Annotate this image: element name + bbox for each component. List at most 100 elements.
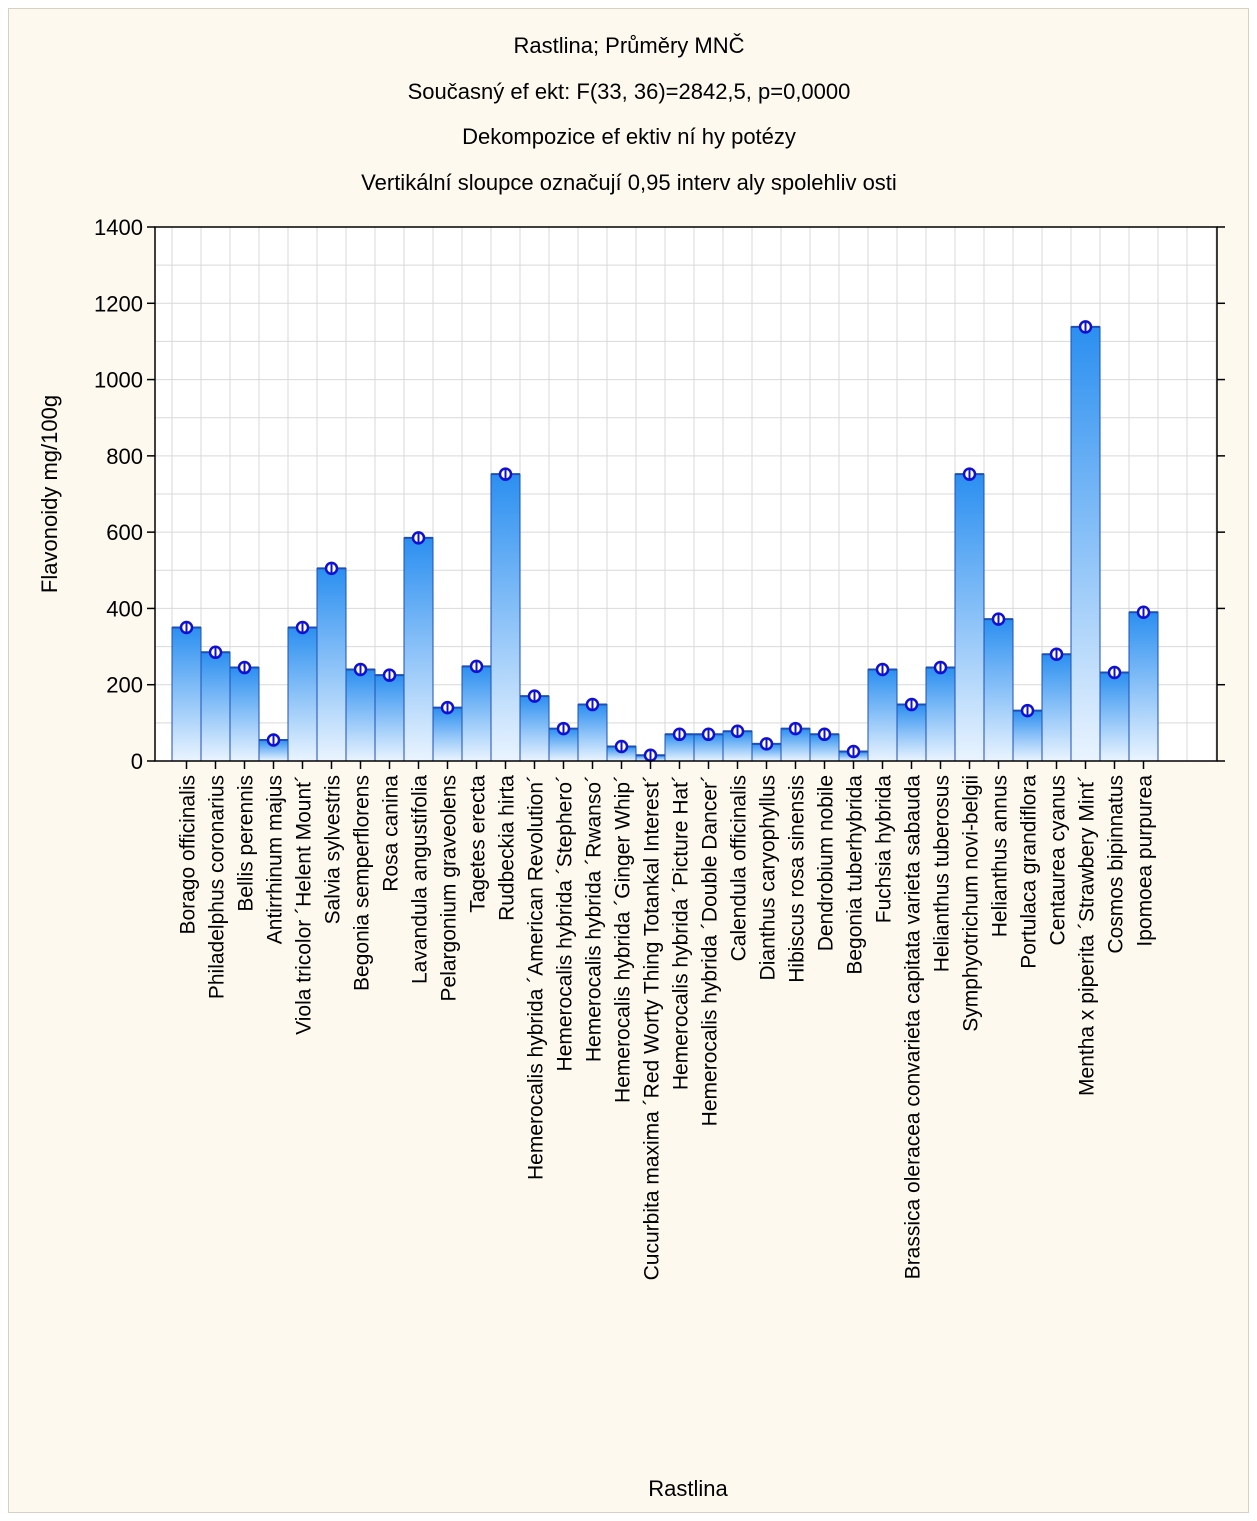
y-tick-label: 0: [131, 749, 143, 774]
x-category-label: Cosmos bipinnatus: [1105, 775, 1128, 954]
chart-title-line-2: Současný ef ekt: F(33, 36)=2842,5, p=0,0…: [408, 79, 851, 104]
mean-marker: [933, 660, 948, 675]
x-category-label: Cucurbita maxima ´Red Worty Thing Totank…: [641, 775, 664, 1280]
mean-marker: [1136, 605, 1151, 619]
x-category-label: Symphyotrichum novi-belgii: [960, 775, 983, 1032]
bar: [490, 473, 521, 762]
x-category-label: Rosa canina: [380, 775, 403, 892]
x-category-label: Helianthus tuberosus: [931, 775, 954, 972]
x-category-label: Tagetes erecta: [467, 775, 490, 913]
bar: [1012, 710, 1043, 762]
bar: [403, 537, 434, 762]
x-category-label: Philadelphus coronarius: [206, 775, 229, 999]
bar: [983, 618, 1014, 762]
mean-marker: [1020, 703, 1035, 718]
mean-marker: [614, 739, 629, 754]
x-category-label: Hemerocalis hybrida ´Ginger Whip´: [612, 775, 635, 1103]
x-category-label: Salvia sylvestris: [322, 775, 345, 924]
x-category-label: Hemerocalis hybrida ´Stephero´: [554, 775, 577, 1071]
mean-marker: [382, 668, 397, 682]
y-tick-label: 1200: [94, 291, 143, 316]
chart-title-line-3: Dekompozice ef ektiv ní hy potézy: [462, 124, 796, 149]
x-category-label: Hibiscus rosa sinensis: [786, 775, 809, 983]
x-category-label: Brassica oleracea convarieta capitata va…: [902, 775, 925, 1280]
x-category-label: Viola tricolor ´Helent Mount´: [293, 775, 316, 1035]
y-tick-label: 200: [106, 673, 143, 698]
bar: [1070, 326, 1101, 762]
bar: [374, 674, 405, 762]
mean-marker: [527, 689, 542, 703]
mean-marker: [904, 697, 919, 712]
bar: [461, 665, 492, 762]
mean-marker: [237, 660, 252, 675]
mean-marker: [788, 721, 803, 736]
x-category-label: Bellis perennis: [235, 775, 258, 912]
mean-marker: [208, 645, 223, 660]
x-category-label: Lavandula angustifolia: [409, 775, 432, 984]
mean-marker: [556, 721, 571, 736]
x-category-label: Hemerocalis hybrida ´American Revolution…: [525, 775, 548, 1180]
bar: [229, 667, 260, 762]
mean-marker: [353, 662, 368, 677]
x-category-label: Dendrobium nobile: [815, 775, 838, 951]
x-category-label: Dianthus caryophyllus: [757, 775, 780, 980]
x-category-label: Begonia semperflorens: [351, 775, 374, 991]
mean-marker: [498, 467, 513, 481]
mean-marker: [701, 727, 716, 742]
bar: [345, 668, 376, 762]
bar: [1041, 653, 1072, 762]
mean-marker: [1049, 647, 1064, 661]
x-category-label: Pelargonium graveolens: [438, 775, 461, 1001]
x-category-label: Hemerocalis hybrida ´Picture Hat´: [670, 775, 693, 1090]
x-axis-label: Rastlina: [648, 1476, 728, 1501]
chart-title-line-1: Rastlina; Průměry MNČ: [513, 33, 744, 58]
mean-marker: [991, 612, 1006, 626]
mean-marker: [295, 620, 310, 635]
mean-marker: [411, 531, 426, 545]
mean-marker: [672, 727, 687, 742]
y-axis-label: Flavonoidy mg/100g: [37, 395, 62, 593]
x-category-label: Antirrhinum majus: [264, 775, 287, 944]
mean-marker: [846, 744, 861, 759]
y-tick-label: 400: [106, 596, 143, 621]
mean-marker: [469, 659, 484, 674]
bar: [519, 695, 550, 762]
bar: [316, 567, 347, 762]
mean-marker: [730, 724, 745, 738]
bar: [925, 667, 956, 762]
mean-marker: [266, 733, 281, 747]
bar: [577, 704, 608, 762]
mean-marker: [1107, 665, 1122, 680]
bar: [200, 651, 231, 762]
bar: [867, 668, 898, 762]
plot-frame: [154, 226, 1218, 762]
bar: [896, 704, 927, 762]
mean-marker: [324, 561, 339, 576]
bar: [171, 627, 202, 762]
mean-markers-group: [179, 320, 1151, 763]
mean-marker: [962, 467, 977, 481]
mean-marker: [179, 620, 194, 635]
x-category-label: Centaurea cyanus: [1047, 775, 1070, 945]
chart-title-block: Rastlina; Průměry MNČ Současný ef ekt: F…: [361, 33, 897, 195]
bar: [954, 473, 985, 762]
x-axis-category-labels: Borago officinalis Philadelphus coronariu…: [177, 761, 1157, 1280]
x-category-label: Portulaca grandiflora: [1018, 775, 1041, 969]
mean-marker: [1078, 320, 1093, 334]
mean-marker: [440, 700, 455, 715]
bars-group: [171, 325, 1159, 762]
mean-marker: [585, 697, 600, 712]
bar: [287, 627, 318, 762]
y-tick-label: 1400: [94, 215, 143, 240]
x-category-label: Rudbeckia hirta: [496, 775, 519, 921]
bar: [1099, 672, 1130, 762]
x-category-label: Helianthus annus: [989, 775, 1012, 937]
mean-marker: [875, 662, 890, 677]
x-category-label: Begonia tuberhybrida: [844, 775, 867, 975]
x-category-label: Ipomoea purpurea: [1134, 775, 1157, 947]
mean-marker: [759, 737, 774, 751]
x-category-label: Mentha x piperita ´Strawbery Mint´: [1076, 775, 1099, 1096]
y-tick-label: 600: [106, 520, 143, 545]
y-tick-label: 800: [106, 444, 143, 469]
